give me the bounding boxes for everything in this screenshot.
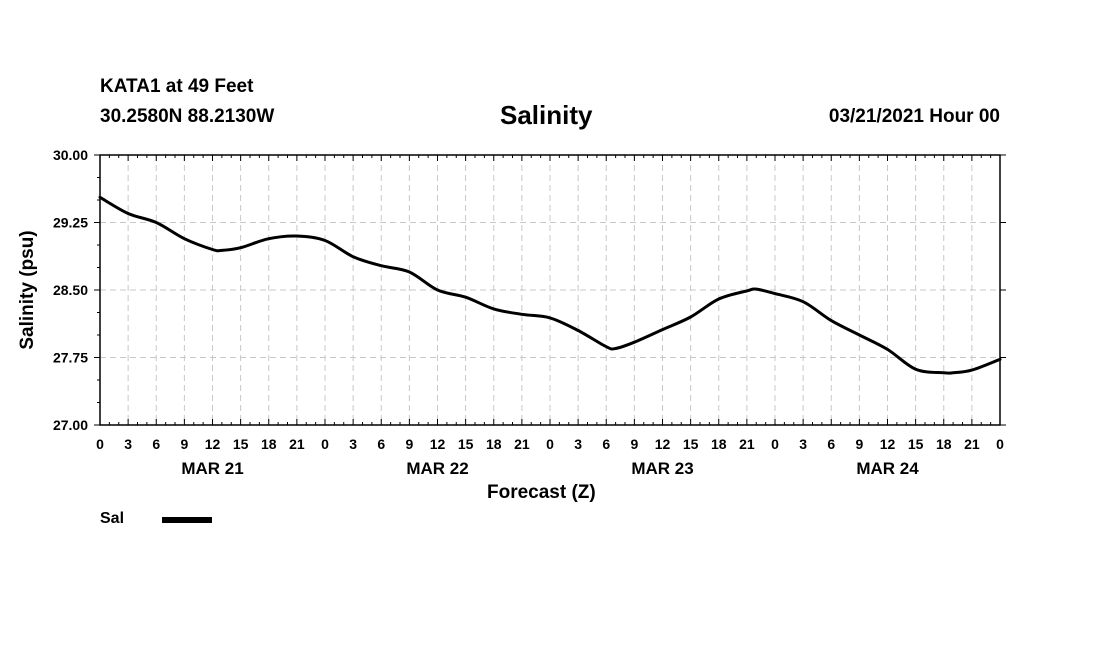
x-tick-label: 3 xyxy=(574,436,582,452)
x-tick-label: 15 xyxy=(458,436,474,452)
x-tick-label: 6 xyxy=(152,436,160,452)
x-tick-label: 6 xyxy=(602,436,610,452)
x-tick-label: 9 xyxy=(855,436,863,452)
y-tick-label: 27.00 xyxy=(53,417,88,433)
x-tick-label: 12 xyxy=(430,436,446,452)
chart-title: Salinity xyxy=(500,100,593,130)
x-tick-label: 18 xyxy=(711,436,727,452)
forecast-datetime: 03/21/2021 Hour 00 xyxy=(828,106,1000,127)
x-tick-label: 6 xyxy=(827,436,835,452)
x-tick-label: 12 xyxy=(205,436,221,452)
x-tick-label: 0 xyxy=(96,436,104,452)
x-tick-label: 15 xyxy=(683,436,699,452)
x-tick-label: 9 xyxy=(405,436,413,452)
legend-label: Sal xyxy=(100,510,125,527)
series-line-sal xyxy=(98,195,1002,375)
x-tick-label: 15 xyxy=(908,436,924,452)
x-tick-label: 18 xyxy=(936,436,952,452)
y-tick-label: 27.75 xyxy=(53,350,88,366)
x-tick-label: 9 xyxy=(180,436,188,452)
x-day-label: MAR 22 xyxy=(406,459,468,478)
x-tick-label: 0 xyxy=(546,436,554,452)
legend-swatch xyxy=(162,517,212,523)
x-tick-label: 3 xyxy=(124,436,132,452)
x-tick-label: 21 xyxy=(514,436,530,452)
x-tick-label: 12 xyxy=(655,436,671,452)
x-tick-label: 0 xyxy=(996,436,1004,452)
x-tick-label: 18 xyxy=(261,436,277,452)
y-tick-label: 28.50 xyxy=(53,282,88,298)
x-day-label: MAR 21 xyxy=(181,459,243,478)
x-day-label: MAR 24 xyxy=(856,459,919,478)
y-tick-label: 29.25 xyxy=(53,215,88,231)
x-tick-label: 3 xyxy=(349,436,357,452)
x-tick-label: 3 xyxy=(799,436,807,452)
station-label: KATA1 at 49 Feet xyxy=(100,76,254,97)
x-tick-label: 21 xyxy=(739,436,755,452)
x-tick-label: 21 xyxy=(964,436,980,452)
x-tick-label: 6 xyxy=(377,436,385,452)
x-tick-label: 12 xyxy=(880,436,896,452)
plot-frame xyxy=(99,154,1001,426)
x-tick-label: 0 xyxy=(321,436,329,452)
station-coordinates: 30.2580N 88.2130W xyxy=(100,106,275,127)
x-tick-label: 21 xyxy=(289,436,305,452)
y-tick-label: 30.00 xyxy=(53,147,88,163)
x-tick-label: 9 xyxy=(630,436,638,452)
x-axis-label: Forecast (Z) xyxy=(487,482,596,503)
x-day-label: MAR 23 xyxy=(631,459,693,478)
x-tick-label: 0 xyxy=(771,436,779,452)
x-tick-label: 15 xyxy=(233,436,249,452)
x-tick-label: 18 xyxy=(486,436,502,452)
y-axis-label: Salinity (psu) xyxy=(17,230,38,350)
